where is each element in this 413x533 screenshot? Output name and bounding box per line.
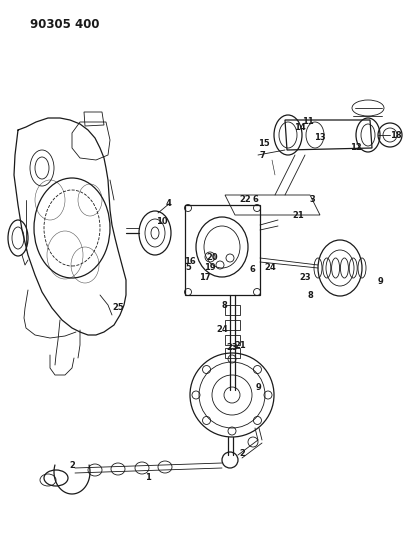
Text: 3: 3 [309,196,315,205]
Text: 24: 24 [216,326,228,335]
Text: 14: 14 [294,124,306,133]
Text: 10: 10 [156,217,168,227]
Text: 22: 22 [239,196,251,205]
Text: 21: 21 [292,211,304,220]
Text: 6: 6 [249,265,255,274]
Text: 4: 4 [165,199,171,208]
Text: 23: 23 [226,343,238,352]
Text: 23: 23 [299,273,311,282]
Text: 1: 1 [145,473,151,482]
Text: 15: 15 [258,140,270,149]
Text: 24: 24 [264,263,276,272]
Text: 8: 8 [307,290,313,300]
Text: 90305 400: 90305 400 [30,18,100,31]
Text: 25: 25 [112,303,124,312]
Text: 21: 21 [234,341,246,350]
Text: 8: 8 [221,301,227,310]
Text: 12: 12 [350,143,362,152]
Text: 17: 17 [199,273,211,282]
Text: 9: 9 [377,278,383,287]
Text: 2: 2 [239,448,245,457]
Text: 11: 11 [302,117,314,126]
Text: 5: 5 [185,263,191,272]
Text: 7: 7 [259,150,265,159]
Text: 9: 9 [255,384,261,392]
Text: 6: 6 [252,196,258,205]
Text: 2: 2 [69,462,75,471]
Text: 13: 13 [314,133,326,142]
Text: 18: 18 [390,132,402,141]
Text: 16: 16 [184,257,196,266]
Text: 20: 20 [206,254,218,262]
Text: 19: 19 [204,263,216,272]
